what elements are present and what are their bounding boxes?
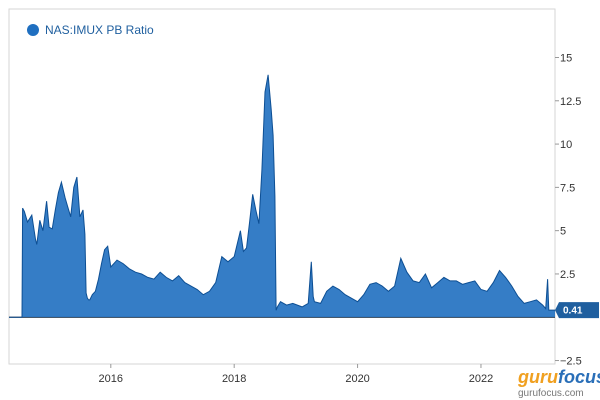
y-tick-label: 7.5 [560, 182, 575, 194]
watermark-logo-part2: focus [558, 367, 600, 387]
x-tick-label: 2016 [99, 373, 123, 385]
series-area [9, 74, 555, 318]
x-tick-label: 2018 [222, 373, 246, 385]
x-tick-label: 2022 [469, 373, 493, 385]
y-tick-label: 5 [560, 226, 566, 238]
series-line [9, 74, 555, 318]
x-axis: 2016 2018 2020 2022 [99, 364, 493, 385]
watermark-logo: gurufocus [517, 367, 600, 387]
circle-marker-icon [27, 24, 39, 36]
x-tick-label: 2020 [345, 373, 369, 385]
watermark: gurufocus gurufocus.com [517, 367, 600, 399]
legend-series-label: NAS:IMUX PB Ratio [45, 23, 154, 37]
last-value-badge: 0.41 [555, 302, 599, 319]
last-value-label: 0.41 [563, 306, 583, 317]
watermark-url: gurufocus.com [518, 388, 584, 399]
legend: NAS:IMUX PB Ratio [27, 23, 154, 37]
y-tick-label: 2.5 [560, 269, 575, 281]
y-axis: 15 12.5 10 7.5 5 2.5 −2.5 [555, 52, 582, 368]
y-tick-label: 12.5 [560, 96, 581, 108]
y-tick-label: −2.5 [560, 356, 582, 368]
watermark-logo-part1: guru [517, 367, 558, 387]
y-tick-label: 10 [560, 139, 572, 151]
series-area-group [9, 74, 555, 318]
last-value-badge-shape [555, 302, 599, 319]
y-tick-label: 15 [560, 52, 572, 64]
